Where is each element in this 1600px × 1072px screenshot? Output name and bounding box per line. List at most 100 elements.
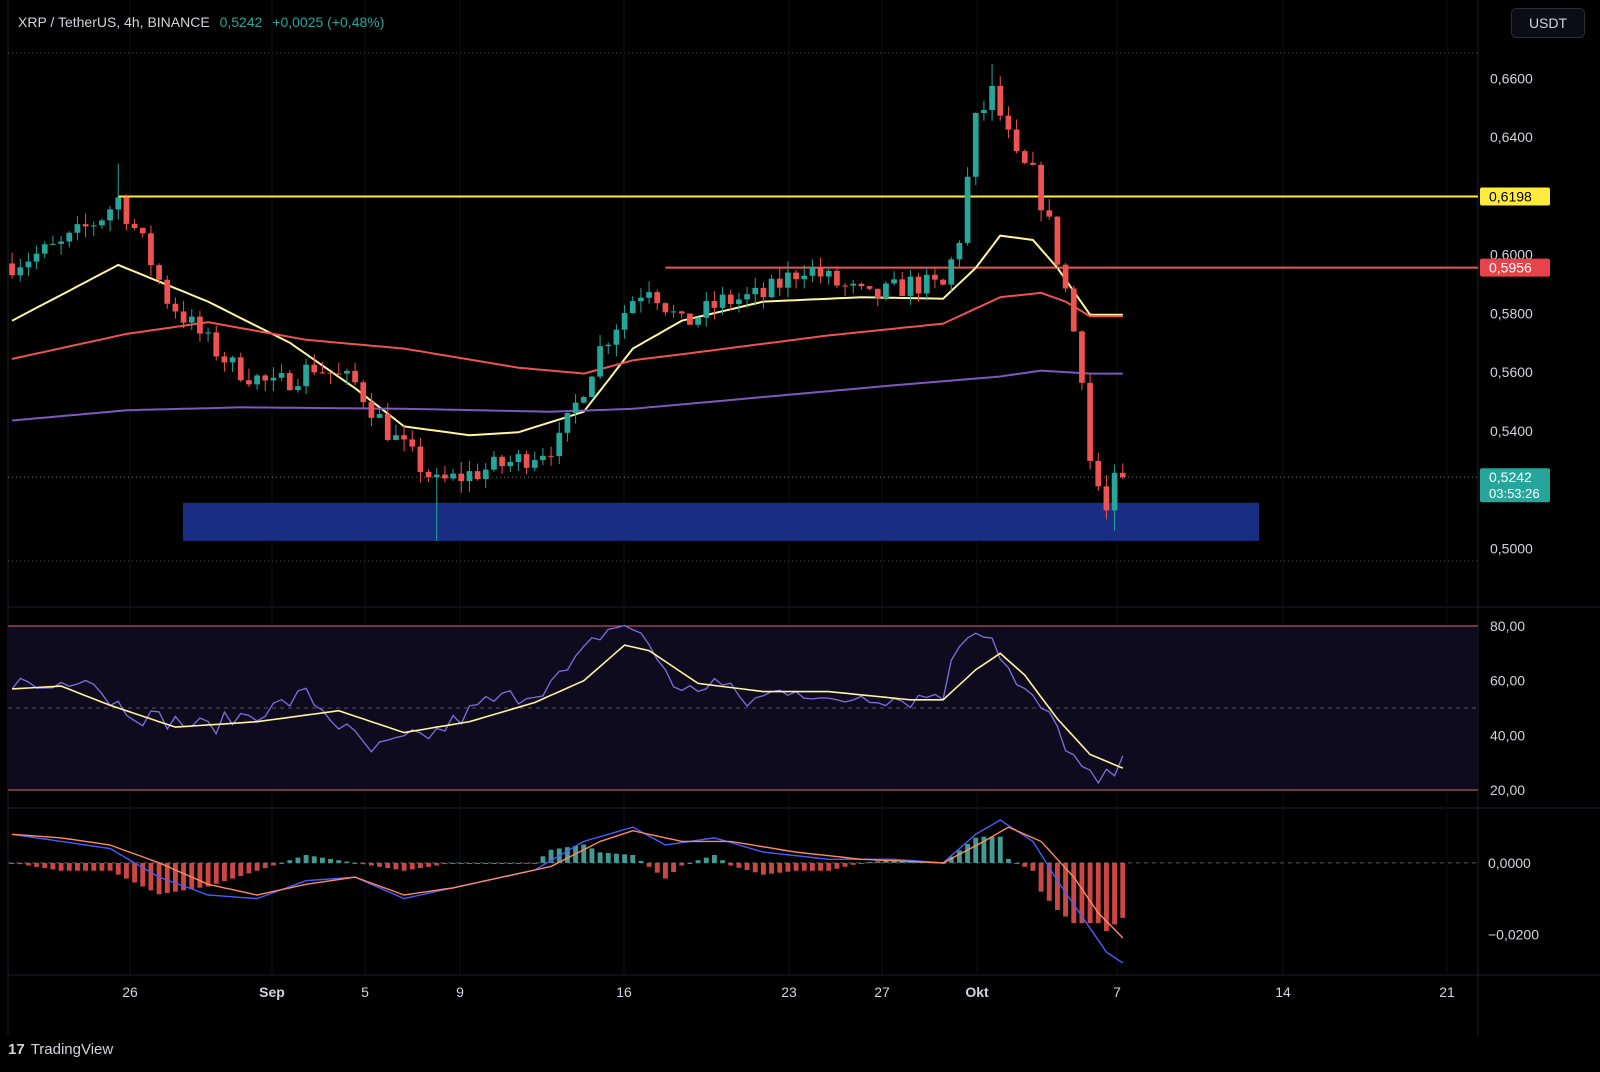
macd-histogram-bar — [1046, 862, 1052, 901]
candle-body — [99, 220, 105, 226]
macd-histogram-bar — [638, 860, 644, 863]
candle-body — [883, 283, 889, 299]
candle-body — [74, 224, 81, 233]
macd-histogram-bar — [662, 862, 668, 879]
candle-body — [572, 402, 579, 413]
candle-body — [131, 223, 138, 229]
candle-body — [1095, 460, 1102, 487]
x-tick-label: Okt — [965, 984, 989, 1000]
time-axis: 26 Sep 5 9 16 23 27 Okt 7 14 21 — [122, 984, 1455, 1000]
macd-histogram-bar — [42, 862, 48, 869]
macd-histogram-bar — [25, 862, 31, 866]
candle-body — [295, 386, 301, 391]
candle-body — [482, 469, 489, 479]
macd-histogram-bar — [956, 850, 962, 863]
candle-body — [491, 456, 497, 470]
macd-histogram-bar — [1095, 862, 1101, 924]
candle-body — [687, 313, 693, 325]
macd-histogram-bar — [213, 862, 219, 884]
macd-histogram-bar — [74, 862, 80, 871]
macd-histogram-bar — [83, 862, 89, 871]
rsi-line — [11, 624, 1124, 785]
x-tick-label: 26 — [122, 984, 138, 1000]
candle-body — [956, 242, 963, 260]
macd-histogram-bar — [483, 862, 489, 864]
macd-histogram-bar — [875, 861, 881, 863]
candle-body — [335, 373, 342, 375]
price-label-bg — [1480, 468, 1550, 503]
macd-histogram-bar — [115, 862, 121, 875]
candle-body — [809, 267, 816, 276]
macd-histogram-bar — [711, 855, 717, 863]
macd-histogram-bar — [123, 862, 129, 879]
candle-body — [760, 287, 767, 298]
candle-body — [286, 373, 293, 391]
macd-histogram-bar — [777, 862, 783, 873]
macd-histogram-bar — [532, 862, 538, 864]
macd-histogram-bar — [181, 862, 187, 891]
rsi-tick-label: 60,00 — [1490, 673, 1525, 689]
macd-histogram-bar — [91, 862, 97, 871]
macd-histogram-bar — [368, 862, 374, 866]
macd-histogram-bar — [1022, 862, 1028, 867]
candle-body — [523, 454, 530, 468]
candle-body — [25, 261, 32, 268]
candle-body — [474, 471, 481, 479]
candle-body — [107, 209, 113, 221]
candle-body — [719, 294, 726, 308]
macd-histogram-bar — [66, 862, 72, 871]
macd-histogram-bar — [409, 862, 415, 870]
tradingview-logo[interactable]: 17 TradingView — [8, 1041, 113, 1058]
candle-body — [556, 432, 563, 457]
macd-histogram-bar — [744, 862, 750, 871]
macd-histogram-bar — [622, 854, 628, 863]
macd-histogram-bar — [1112, 862, 1118, 925]
macd-histogram-bar — [581, 844, 587, 863]
candle-body — [621, 312, 628, 330]
symbol-title[interactable]: XRP / TetherUS, 4h, BINANCE — [18, 14, 210, 30]
macd-histogram-bar — [344, 861, 350, 863]
macd-histogram-bar — [613, 853, 619, 863]
macd-histogram-bar — [785, 862, 791, 872]
macd-histogram-bar — [107, 862, 113, 871]
candle-body — [433, 474, 440, 478]
macd-histogram-bar — [230, 862, 236, 879]
macd-histogram-bar — [858, 862, 864, 864]
macd-histogram-bar — [630, 855, 636, 863]
macd-histogram-bar — [401, 862, 407, 871]
candle-body — [311, 364, 318, 373]
macd-histogram-bar — [1030, 862, 1036, 871]
candle-body — [605, 344, 612, 347]
candle-body — [254, 375, 260, 385]
macd-histogram-bar — [809, 862, 815, 871]
y-tick-label: 0,5800 — [1490, 305, 1533, 321]
candle-body — [123, 197, 130, 224]
macd-histogram-bar — [377, 862, 383, 867]
macd-histogram-bar — [311, 856, 317, 863]
macd-tick-label: −0,0200 — [1488, 926, 1539, 942]
x-tick-label: 27 — [874, 984, 890, 1000]
candle-body — [629, 301, 636, 313]
x-tick-label: 14 — [1275, 984, 1291, 1000]
candle-body — [801, 275, 808, 280]
candle-body — [1111, 472, 1118, 511]
macd-histogram-bar — [1038, 862, 1044, 892]
candle-body — [33, 253, 40, 262]
macd-histogram-bar — [769, 862, 775, 874]
moving-average-line — [12, 369, 1123, 422]
macd-histogram-bar — [246, 862, 252, 874]
candle-body — [450, 473, 456, 479]
macd-histogram-bar — [1054, 862, 1060, 910]
candle-body — [393, 435, 399, 440]
moving-average-line — [11, 291, 1123, 375]
candle-body — [221, 356, 228, 363]
currency-button[interactable]: USDT — [1511, 8, 1585, 38]
price-axis: 0,66000,64000,60000,58000,56000,54000,50… — [1480, 70, 1550, 942]
macd-histogram-bar — [728, 862, 734, 866]
candle-body — [646, 292, 652, 298]
candle-body — [303, 364, 309, 387]
macd-histogram-bar — [965, 844, 971, 863]
candle-body — [515, 454, 522, 463]
candle-body — [368, 402, 375, 418]
